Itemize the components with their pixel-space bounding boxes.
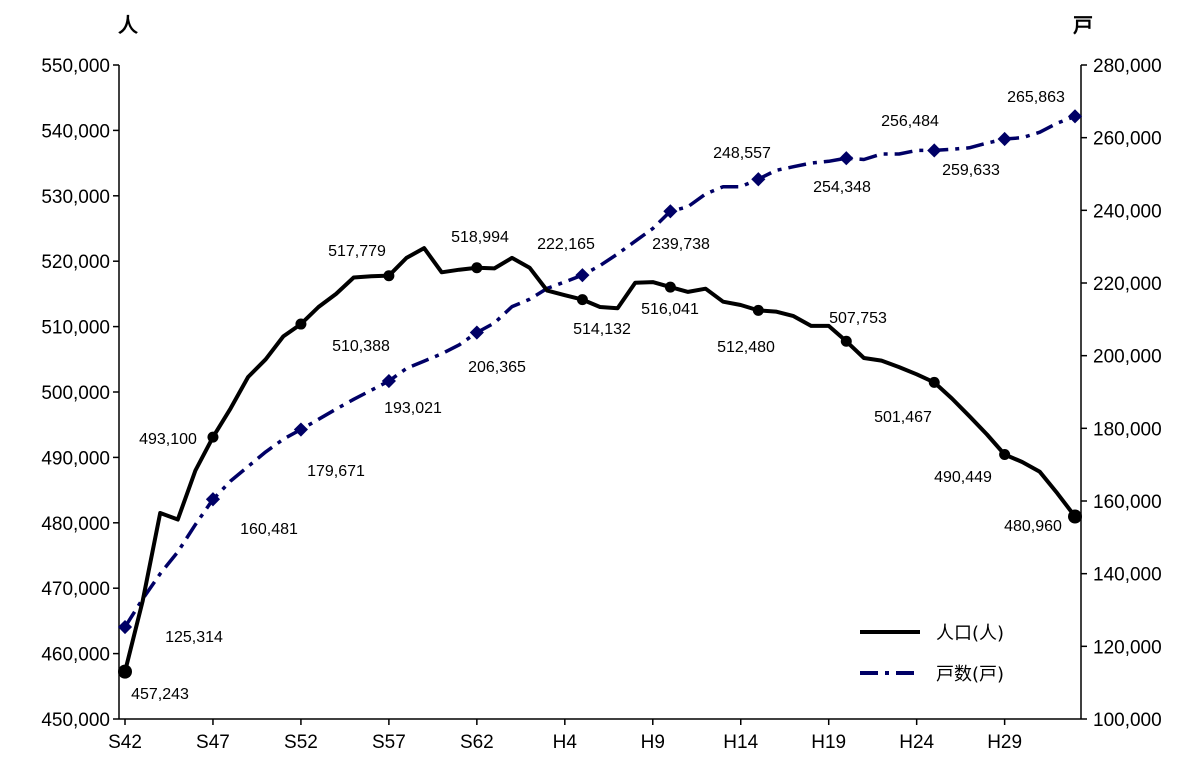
population-marker	[207, 431, 219, 443]
left-tick-label: 530,000	[41, 187, 110, 208]
x-tick-label: S42	[108, 732, 142, 753]
households-data-label: 239,738	[652, 236, 710, 253]
axes: 450,000 460,000 470,000 480,000 490,000 500,0…	[41, 56, 1161, 753]
households-marker	[751, 172, 766, 187]
population-data-label: 493,100	[139, 431, 197, 448]
households-data-label: 259,633	[942, 162, 1000, 179]
population-marker	[752, 304, 764, 316]
population-marker	[999, 448, 1011, 460]
x-tick-label: H4	[553, 732, 578, 753]
population-data-label: 517,779	[328, 243, 386, 260]
households-data-label: 125,314	[165, 629, 223, 646]
x-tick-label: H24	[899, 732, 934, 753]
population-data-label: 514,132	[573, 321, 631, 338]
left-tick-label: 500,000	[41, 383, 110, 404]
x-tick-label: H14	[723, 732, 758, 753]
left-tick-label: 520,000	[41, 252, 110, 273]
households-data-label: 193,021	[384, 400, 442, 417]
households-marker	[575, 268, 590, 283]
population-data-label: 516,041	[641, 301, 699, 318]
right-tick-label: 220,000	[1093, 274, 1162, 295]
data-labels: 457,243 493,100 510,388 517,779 518,994 514,1…	[131, 89, 1065, 703]
right-tick-label: 240,000	[1093, 201, 1162, 222]
right-axis-unit: 戸	[1073, 13, 1093, 37]
x-tick-label: H29	[987, 732, 1022, 753]
households-marker	[927, 143, 942, 158]
x-tick-label: S62	[460, 732, 494, 753]
households-marker	[381, 373, 396, 389]
households-line	[123, 114, 1076, 628]
legend-population-label: 人口(人)	[936, 623, 1004, 644]
right-tick-label: 100,000	[1093, 710, 1162, 731]
population-marker	[295, 318, 307, 330]
population-data-label: 457,243	[131, 686, 189, 703]
x-tick-label: S57	[372, 732, 406, 753]
legend-households-label: 戸数(戸)	[936, 664, 1004, 685]
households-marker	[663, 204, 678, 219]
households-marker	[117, 619, 133, 635]
population-marker	[1068, 509, 1082, 524]
right-tick-label: 260,000	[1093, 129, 1162, 150]
population-marker	[118, 664, 132, 679]
left-tick-label: 550,000	[41, 56, 110, 77]
population-data-label: 510,388	[332, 338, 390, 355]
households-data-label: 222,165	[537, 236, 595, 253]
right-tick-label: 120,000	[1093, 637, 1162, 658]
population-data-label: 507,753	[829, 310, 887, 327]
x-tick-label: S52	[284, 732, 318, 753]
x-tick-label: H19	[811, 732, 846, 753]
population-data-label: 501,467	[874, 409, 932, 426]
population-data-label: 490,449	[934, 469, 992, 486]
households-data-label: 256,484	[881, 113, 939, 130]
population-marker	[664, 281, 676, 293]
population-marker	[383, 270, 395, 282]
left-tick-label: 540,000	[41, 121, 110, 142]
right-tick-label: 280,000	[1093, 56, 1162, 77]
population-marker	[840, 335, 852, 347]
legend: 人口(人) 戸数(戸)	[860, 623, 1004, 685]
left-tick-label: 450,000	[41, 710, 110, 731]
right-tick-label: 180,000	[1093, 419, 1162, 440]
households-data-label: 254,348	[813, 179, 871, 196]
households-data-label: 179,671	[307, 463, 365, 480]
households-marker	[997, 131, 1012, 147]
x-tick-label: H9	[641, 732, 665, 753]
households-marker	[293, 422, 308, 437]
right-tick-label: 160,000	[1093, 492, 1162, 513]
right-tick-label: 200,000	[1093, 347, 1162, 368]
left-axis-unit: 人	[118, 13, 139, 37]
series-lines	[117, 109, 1083, 679]
x-tick-label: S47	[196, 732, 230, 753]
left-tick-label: 460,000	[41, 645, 110, 666]
households-marker	[469, 325, 484, 340]
left-tick-label: 490,000	[41, 448, 110, 469]
left-tick-label: 510,000	[41, 318, 110, 339]
population-data-label: 480,960	[1004, 518, 1062, 535]
households-marker	[1067, 109, 1083, 124]
population-marker	[471, 262, 483, 274]
households-marker	[205, 492, 221, 507]
households-data-label: 265,863	[1007, 89, 1065, 106]
right-tick-label: 140,000	[1093, 565, 1162, 586]
population-line	[123, 246, 1077, 673]
households-data-label: 248,557	[713, 145, 771, 162]
households-data-label: 206,365	[468, 359, 526, 376]
population-data-label: 512,480	[717, 339, 775, 356]
population-marker	[576, 294, 588, 306]
population-marker	[928, 376, 940, 388]
left-tick-label: 470,000	[41, 579, 110, 600]
left-tick-label: 480,000	[41, 514, 110, 535]
population-data-label: 518,994	[451, 229, 509, 246]
households-data-label: 160,481	[240, 521, 298, 538]
households-marker	[839, 151, 854, 166]
